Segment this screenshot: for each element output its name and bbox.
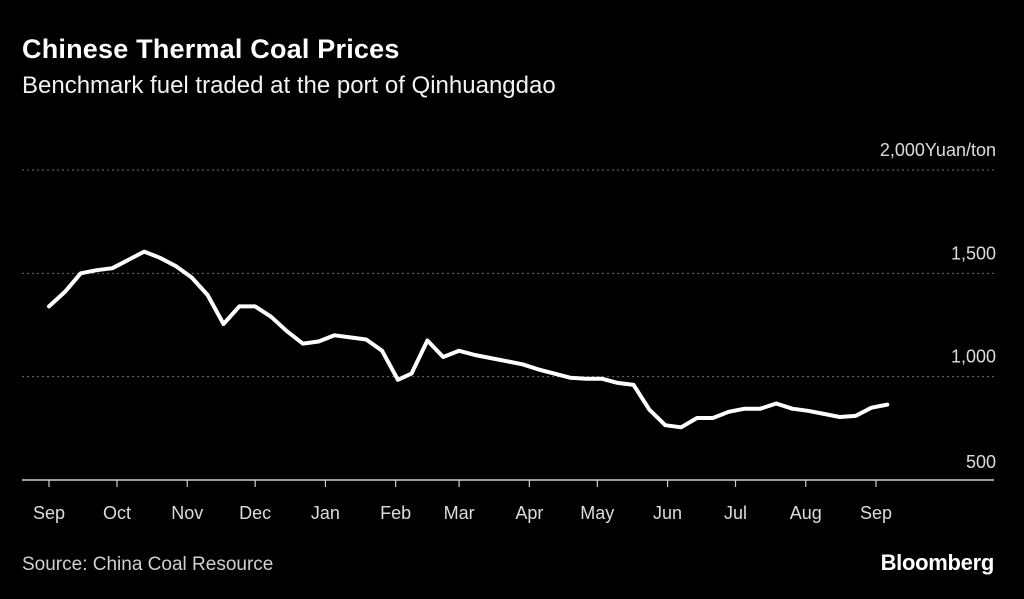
series-layer (47, 249, 890, 430)
bloomberg-logo: Bloomberg (880, 550, 995, 575)
y-tick-label: 1,000 (951, 347, 996, 367)
y-axis: 2,000Yuan/ton 1,500 1,000 500 (880, 140, 996, 472)
x-tick-label: Aug (790, 503, 822, 523)
x-tick-label: Feb (380, 503, 411, 523)
x-tick-label: Mar (444, 503, 475, 523)
y-tick-label: 1,500 (951, 243, 996, 263)
y-tick-label: 2,000Yuan/ton (880, 140, 996, 160)
y-tick-label: 500 (966, 452, 996, 472)
y-unit-label: Yuan/ton (925, 140, 996, 160)
x-tick-label: Dec (239, 503, 271, 523)
chart-title: Chinese Thermal Coal Prices (22, 34, 400, 64)
x-tick-label: Oct (103, 503, 131, 523)
x-tick-label: Jun (653, 503, 682, 523)
x-tick-label: Sep (860, 503, 892, 523)
x-tick-label: May (580, 503, 614, 523)
x-axis: Sep Oct Nov Dec Jan Feb Mar Apr May Jun Jul Aug Sep (33, 480, 892, 523)
x-tick-label: Apr (515, 503, 543, 523)
gridlines (22, 169, 994, 481)
source-note: Source: China Coal Resource (22, 554, 274, 575)
x-tick-label: Jul (724, 503, 747, 523)
chart-subtitle: Benchmark fuel traded at the port of Qin… (22, 72, 556, 99)
x-tick-label: Sep (33, 503, 65, 523)
x-tick-label: Jan (311, 503, 340, 523)
price-series-line (47, 249, 890, 430)
x-tick-label: Nov (171, 503, 203, 523)
